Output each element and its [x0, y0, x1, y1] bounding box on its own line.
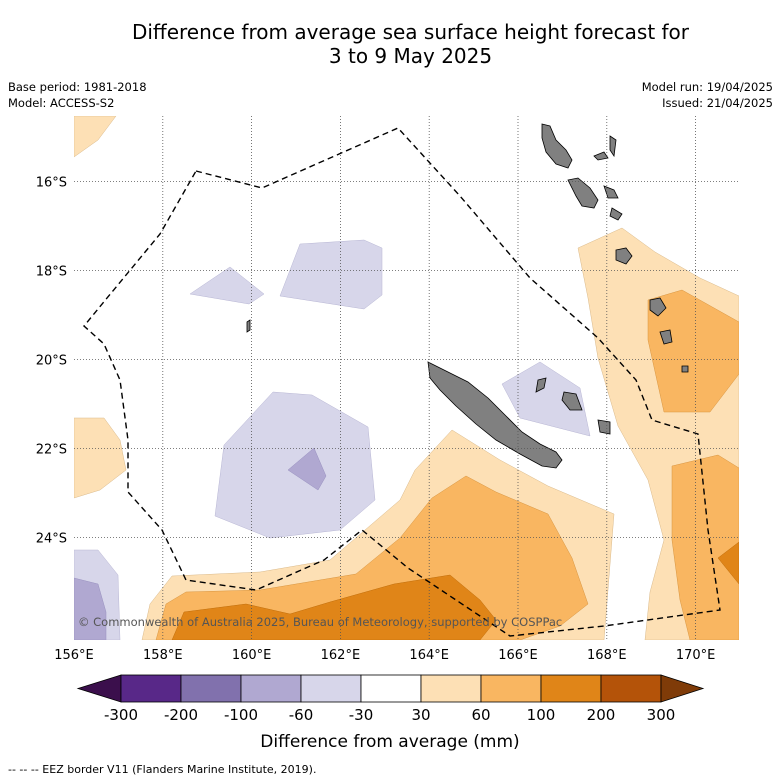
longitude-label: 166°E	[498, 648, 538, 663]
model-name: Model: ACCESS-S2	[8, 96, 115, 110]
legend-tick-label: -300	[104, 706, 138, 724]
legend-swatch	[240, 674, 302, 703]
legend-tick-label: 30	[411, 706, 430, 724]
contour-neg30-top-mid	[189, 266, 265, 305]
legend-axis-label: Difference from average (mm)	[260, 732, 519, 752]
vanuatu-island-5	[603, 185, 619, 199]
latitude-label: 18°S	[36, 265, 67, 280]
legend-swatch-max-extend	[660, 674, 705, 703]
longitude-labels: 156°E 158°E 160°E 162°E 164°E 166°E 168°E 170°E	[54, 648, 715, 663]
contour-60-100-south	[155, 475, 589, 640]
eez-border-note: -- -- -- EEZ border V11 (Flanders Marine…	[8, 763, 317, 776]
vanuatu-island-2	[593, 151, 609, 161]
legend-tick-label: 300	[647, 706, 676, 724]
eez-border	[83, 127, 721, 637]
longitude-label: 160°E	[232, 648, 272, 663]
vanuatu-island-1	[541, 123, 573, 169]
contour-neg60-center	[287, 447, 327, 491]
legend-tick-label: -30	[349, 706, 374, 724]
legend-tick-label: -200	[164, 706, 198, 724]
map-copyright: © Commonwealth of Australia 2025, Bureau…	[78, 615, 562, 629]
longitude-label: 168°E	[587, 648, 627, 663]
loyalty-island-3	[597, 419, 611, 435]
legend-swatch	[480, 674, 542, 703]
map-title-line-2: 3 to 9 May 2025	[328, 44, 493, 68]
longitude-label: 170°E	[676, 648, 716, 663]
contour-30-60-left	[74, 417, 127, 499]
model-run: Model run: 19/04/2025	[641, 80, 773, 94]
longitude-label: 156°E	[54, 648, 94, 663]
contour-100-200-southeast	[717, 541, 739, 585]
legend-swatch	[300, 674, 362, 703]
chesterfield-islet	[246, 319, 251, 333]
legend-tick-label: -60	[289, 706, 314, 724]
legend-colorbar	[76, 674, 705, 703]
vanuatu-island-7	[615, 247, 633, 265]
legend-swatch-min-extend	[76, 674, 122, 703]
meta-left: Base period: 1981-2018 Model: ACCESS-S2	[8, 79, 147, 111]
new-caledonia-island	[427, 361, 563, 469]
legend-swatch	[180, 674, 242, 703]
contour-neg30-east	[501, 361, 591, 437]
latitude-label: 20°S	[36, 354, 67, 369]
legend-swatch	[420, 674, 482, 703]
legend-tick-label: 100	[527, 706, 556, 724]
map-title-line-1: Difference from average sea surface heig…	[131, 20, 690, 44]
contour-60-100-southeast	[671, 454, 739, 640]
longitude-label: 164°E	[409, 648, 449, 663]
contour-neg60-bottom-left	[74, 577, 107, 640]
longitude-label: 162°E	[321, 648, 361, 663]
issued-date: Issued: 21/04/2025	[662, 96, 773, 110]
legend-tick-label: 200	[587, 706, 616, 724]
sea-height-contours	[74, 116, 739, 640]
legend-swatch	[120, 674, 182, 703]
vanuatu-island-3	[609, 135, 617, 158]
contour-30-60-top-left	[74, 116, 117, 158]
latitude-label: 16°S	[36, 176, 67, 191]
graticule	[74, 116, 739, 640]
contour-60-100-east	[647, 289, 739, 413]
loyalty-island-2	[561, 391, 583, 411]
meta-right: Model run: 19/04/2025 Issued: 21/04/2025	[642, 79, 773, 111]
base-period: Base period: 1981-2018	[8, 80, 147, 94]
loyalty-island-1	[535, 377, 547, 393]
longitude-label: 158°E	[143, 648, 183, 663]
latitude-label: 24°S	[36, 532, 67, 547]
latitude-label: 22°S	[36, 443, 67, 458]
vanuatu-island-4	[567, 177, 599, 209]
vanuatu-island-8	[649, 297, 667, 317]
vanuatu-island-6	[609, 207, 623, 221]
contour-100-200-south	[171, 574, 497, 640]
contour-neg30-top-right	[279, 239, 383, 310]
legend-swatch	[360, 674, 422, 703]
legend-swatch	[600, 674, 662, 703]
vanuatu-island-9	[659, 329, 673, 345]
legend-tick-labels: -300 -200 -100 -60 -30 30 60 100 200 300	[104, 706, 675, 724]
legend-tick-label: 60	[471, 706, 490, 724]
latitude-labels: 16°S 18°S 20°S 22°S 24°S	[36, 176, 67, 547]
legend-swatch	[540, 674, 602, 703]
vanuatu-island-10	[681, 365, 689, 373]
legend-tick-label: -100	[224, 706, 258, 724]
land-masses	[246, 123, 689, 469]
